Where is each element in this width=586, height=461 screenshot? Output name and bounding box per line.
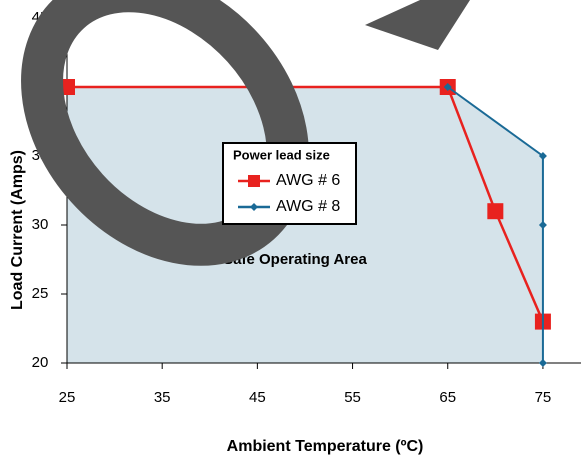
point-marker bbox=[487, 203, 504, 220]
x-tick-label: 25 bbox=[59, 389, 76, 406]
point-marker bbox=[538, 359, 547, 367]
y-tick-label: 30 bbox=[32, 216, 49, 233]
point-marker bbox=[443, 83, 452, 91]
legend: Power lead size AWG # 6 AWG # 8 bbox=[222, 142, 357, 225]
y-tick-label: 20 bbox=[32, 354, 49, 371]
point-marker bbox=[538, 221, 547, 229]
legend-swatch bbox=[248, 175, 260, 187]
legend-label: AWG # 6 bbox=[276, 172, 340, 189]
x-tick-label: 55 bbox=[344, 389, 361, 406]
x-tick-label: 35 bbox=[154, 389, 171, 406]
watermark-stroke bbox=[365, 0, 470, 50]
x-tick-label: 75 bbox=[535, 389, 552, 406]
x-tick-label: 45 bbox=[249, 389, 266, 406]
x-axis-title: Ambient Temperature (ºC) bbox=[227, 438, 424, 455]
legend-box bbox=[222, 142, 357, 225]
y-tick-label: 25 bbox=[32, 285, 49, 302]
legend-swatch bbox=[250, 203, 258, 211]
series-line bbox=[447, 86, 544, 363]
x-tick-label: 65 bbox=[439, 389, 456, 406]
y-axis-title: Load Current (Amps) bbox=[9, 150, 26, 310]
point-marker bbox=[538, 152, 547, 160]
legend-label: AWG # 8 bbox=[276, 198, 340, 215]
legend-title: Power lead size bbox=[233, 147, 330, 162]
annotation: Safe Operating Area bbox=[223, 251, 367, 268]
